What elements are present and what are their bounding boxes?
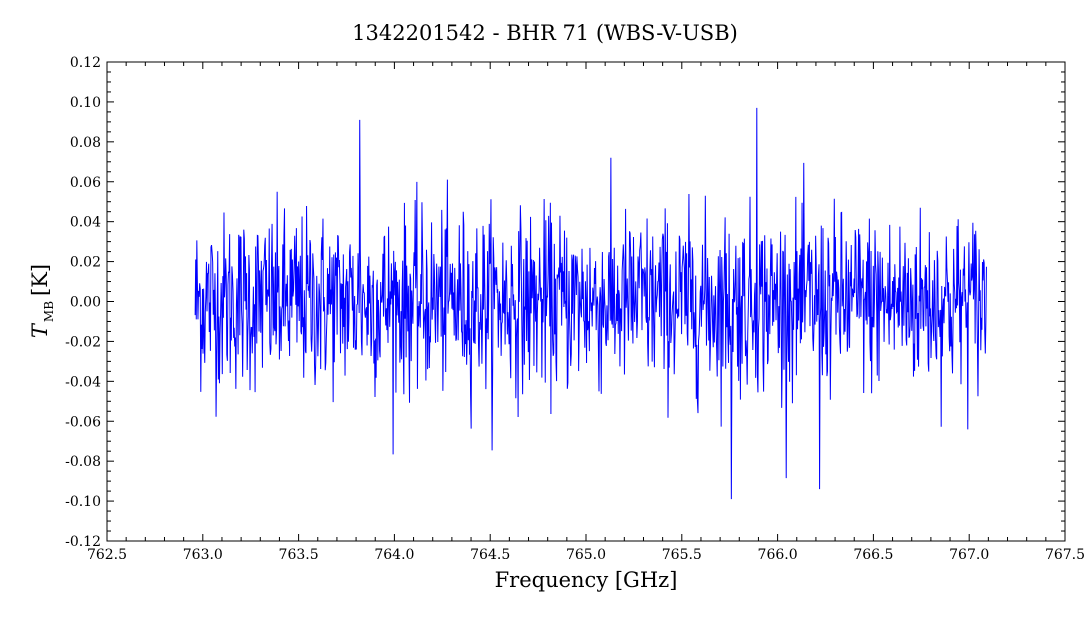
x-tick-label: 763.5 — [279, 547, 319, 563]
y-tick-label: 0.04 — [70, 215, 101, 231]
x-tick-label: 764.5 — [470, 547, 510, 563]
x-tick-label: 767.5 — [1045, 547, 1085, 563]
y-tick-label: -0.10 — [65, 494, 101, 510]
chart-title: 1342201542 - BHR 71 (WBS-V-USB) — [352, 21, 738, 45]
y-tick-label: 0.06 — [70, 175, 101, 191]
x-tick-label: 767.0 — [949, 547, 989, 563]
y-tick-label: 0.10 — [70, 95, 101, 111]
y-tick-label: -0.04 — [65, 374, 101, 390]
y-tick-label: 0.12 — [70, 55, 101, 71]
x-tick-label: 766.0 — [758, 547, 798, 563]
x-tick-label: 766.5 — [853, 547, 893, 563]
y-axis-ticks: 0.12 0.10 0.08 0.06 0.04 0.02 0.00 -0.02 -0.04 -0… — [65, 55, 1065, 550]
x-tick-label: 765.5 — [662, 547, 702, 563]
x-axis-label: Frequency [GHz] — [495, 568, 678, 592]
y-axis-label-unit: [K] — [28, 264, 52, 296]
y-axis-label-sub: MB — [42, 301, 56, 322]
x-tick-label: 762.5 — [87, 547, 127, 563]
x-tick-label: 764.0 — [374, 547, 414, 563]
y-axis-label-main: T — [28, 322, 52, 338]
y-tick-label: 0.02 — [70, 255, 101, 271]
x-axis-ticks: 762.5 763.0 763.5 764.0 764.5 765.0 765.5 766.0… — [87, 62, 1085, 563]
y-tick-label: -0.12 — [65, 534, 101, 550]
x-tick-label: 765.0 — [566, 547, 606, 563]
y-tick-label: -0.06 — [65, 414, 101, 430]
y-tick-label: 0.08 — [70, 135, 101, 151]
x-tick-label: 763.0 — [183, 547, 223, 563]
y-tick-label: 0.00 — [70, 295, 101, 311]
y-tick-label: -0.08 — [65, 454, 101, 470]
plot-area — [194, 107, 987, 500]
spectrum-series-line — [194, 107, 987, 500]
svg-text:TMB[K]: TMB [K] — [28, 264, 56, 338]
y-axis-label: TMB [K] — [28, 264, 56, 338]
y-tick-label: -0.02 — [65, 334, 101, 350]
